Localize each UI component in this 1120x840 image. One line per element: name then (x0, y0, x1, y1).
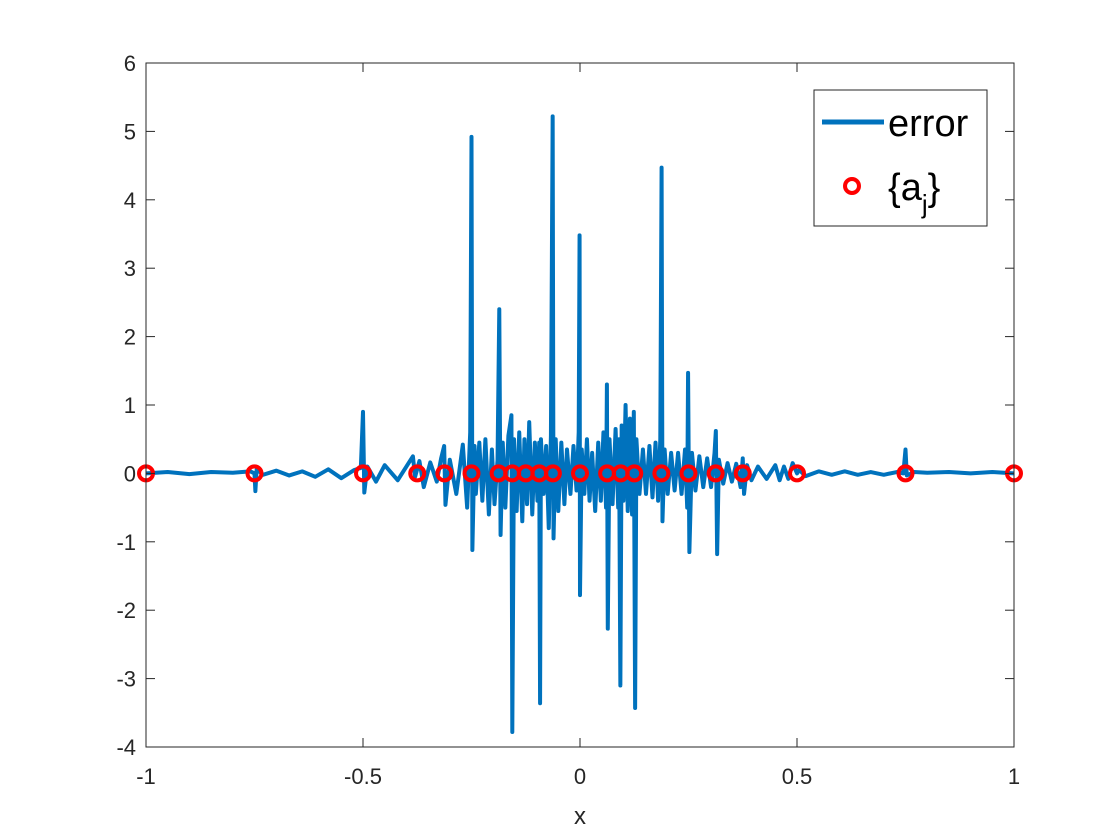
x-axis-label: x (574, 803, 586, 830)
y-tick-label: -1 (116, 530, 136, 555)
y-tick-label: 4 (124, 188, 136, 213)
x-tick-label: -0.5 (344, 764, 382, 789)
y-tick-label: 5 (124, 119, 136, 144)
y-tick-label: -4 (116, 735, 136, 760)
y-tick-label: -2 (116, 598, 136, 623)
aj-marker (652, 464, 671, 483)
y-tick-label: -3 (116, 667, 136, 692)
legend-label-error: error (888, 103, 969, 145)
marker-layer (137, 464, 1023, 483)
legend: error {aj} (813, 89, 988, 227)
legend-box (813, 89, 988, 227)
legend-label-aj-base: {a (888, 167, 923, 209)
aj-marker (788, 464, 806, 483)
aj-marker (625, 464, 644, 483)
aj-marker (896, 464, 915, 483)
legend-marker-sample (843, 177, 861, 195)
x-tick-label: -1 (136, 764, 156, 789)
aj-marker (245, 464, 264, 483)
tick-layer: -1 -0.5 0 0.5 1 -4 -3 -2 -1 0 1 2 3 4 5 6 (116, 51, 1020, 789)
aj-marker (733, 464, 752, 483)
aj-marker (408, 464, 427, 483)
legend-label-aj-sub: j (921, 189, 928, 219)
aj-marker (435, 464, 454, 483)
y-tick-label: 2 (124, 325, 136, 350)
aj-marker (462, 464, 481, 483)
x-tick-label: 0 (574, 764, 586, 789)
y-tick-label: 6 (124, 51, 136, 76)
y-tick-label: 0 (124, 461, 136, 486)
x-tick-label: 1 (1008, 764, 1020, 789)
y-tick-label: 3 (124, 256, 136, 281)
aj-marker (571, 464, 589, 483)
aj-marker (543, 464, 562, 483)
aj-marker (706, 464, 725, 483)
legend-label-aj-end: } (928, 167, 941, 209)
aj-marker (679, 464, 698, 483)
x-tick-label: 0.5 (782, 764, 813, 789)
y-tick-label: 1 (124, 393, 136, 418)
aj-marker (354, 464, 372, 483)
series-layer (145, 114, 1015, 734)
legend-label-aj: {aj} (888, 167, 940, 219)
error-series-line (145, 114, 1015, 734)
